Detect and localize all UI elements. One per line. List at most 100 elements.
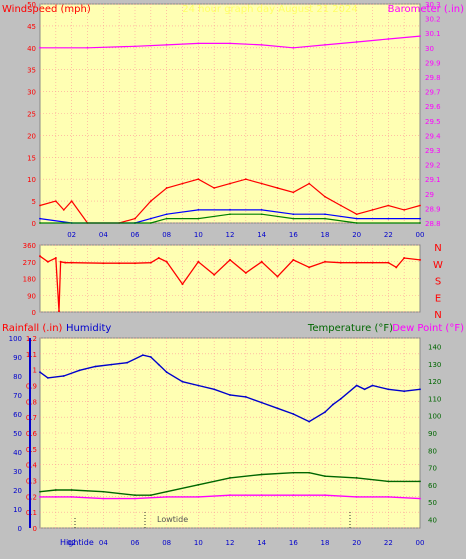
temperature-tick-label: 80 (428, 447, 437, 455)
rainfall-axis-title: Rainfall (.in) (2, 323, 63, 334)
direction-tick-label: 360 (23, 242, 36, 250)
data-point (387, 261, 390, 264)
data-point (260, 494, 263, 497)
data-point (244, 396, 247, 398)
data-point (39, 496, 41, 498)
windspeed-tick-label: 10 (27, 176, 36, 184)
rainfall-tick-label: 0.8 (26, 398, 37, 406)
data-point (308, 266, 311, 269)
compass-label: S (435, 277, 441, 288)
data-point (308, 420, 311, 423)
hour-tick-label: 18 (321, 231, 330, 239)
hour-tick-label: 06 (131, 231, 140, 239)
data-point (102, 497, 105, 500)
data-point (165, 187, 168, 189)
data-point (197, 217, 200, 220)
rainfall-tick-label: 0.4 (26, 462, 38, 470)
data-point (395, 266, 398, 269)
windspeed-tick-label: 25 (27, 111, 36, 119)
temperature-tick-label: 100 (428, 413, 441, 421)
data-point (54, 496, 57, 498)
data-point (229, 477, 231, 479)
rainfall-tick-label: 0.7 (26, 414, 37, 422)
data-point (387, 38, 390, 40)
compass-label: W (433, 260, 443, 271)
data-point (260, 401, 263, 404)
data-point (419, 258, 421, 261)
hour-tick-label: 20 (352, 231, 361, 239)
data-point (419, 388, 421, 391)
data-point (339, 397, 342, 400)
data-point (149, 217, 152, 220)
hour-tick-label: 04 (99, 539, 108, 547)
data-point (339, 261, 342, 264)
data-point (229, 182, 231, 185)
data-point (118, 262, 121, 265)
rainfall-tick-label: 0.1 (26, 509, 37, 517)
rainfall-tick-label: 0.2 (26, 493, 37, 501)
data-point (70, 489, 73, 491)
data-point (62, 208, 65, 211)
data-point (260, 43, 263, 46)
humidity-axis-title: Humidity (66, 323, 111, 334)
data-point (355, 261, 358, 264)
data-point (39, 217, 41, 220)
high-tide-label: Hightide (60, 538, 94, 547)
barometer-tick-label: 30.3 (425, 1, 441, 9)
data-point (58, 310, 60, 313)
hour-tick-label: 10 (194, 539, 203, 547)
windspeed-tick-label: 35 (27, 67, 36, 75)
temperature-tick-label: 60 (428, 482, 437, 490)
data-point (165, 213, 168, 216)
data-point (292, 217, 295, 220)
data-point (363, 388, 366, 391)
humidity-tick-label: 40 (13, 449, 22, 457)
data-point (355, 384, 358, 387)
rainfall-tick-label: 0.6 (26, 430, 38, 438)
barometer-tick-label: 29.5 (425, 118, 441, 126)
rainfall-tick-label: 1.2 (26, 335, 37, 343)
dewpoint-axis-title: Dew Point (°F) (392, 323, 464, 334)
data-point (308, 182, 311, 185)
data-point (54, 489, 57, 491)
data-point (403, 257, 406, 260)
hour-tick-label: 18 (321, 539, 330, 547)
data-point (419, 480, 421, 483)
temperature-tick-label: 90 (428, 430, 437, 438)
hour-tick-label: 00 (416, 231, 425, 239)
hour-tick-label: 10 (194, 231, 203, 239)
axis-labels: 0510152025303540455028.828.92929.129.229… (9, 1, 443, 547)
data-point (403, 208, 406, 211)
direction-tick-label: 270 (23, 259, 36, 267)
barometer-tick-label: 30 (425, 45, 434, 53)
data-point (157, 363, 160, 366)
data-point (39, 371, 41, 374)
barometer-tick-label: 29.1 (425, 176, 441, 184)
hour-tick-label: 02 (67, 539, 76, 547)
data-point (102, 490, 105, 493)
barometer-tick-label: 30.1 (425, 30, 441, 38)
humidity-tick-label: 20 (13, 487, 22, 495)
data-point (308, 471, 311, 474)
data-point (260, 213, 263, 216)
data-point (47, 377, 49, 379)
temperature-tick-label: 120 (428, 378, 441, 386)
humidity-tick-label: 10 (13, 506, 22, 514)
data-point (134, 497, 136, 500)
data-point (39, 46, 41, 49)
series-line (40, 494, 421, 500)
data-point (324, 494, 326, 497)
data-point (229, 42, 231, 45)
windspeed-tick-label: 15 (27, 154, 36, 162)
data-point (419, 204, 421, 207)
data-point (260, 473, 263, 476)
data-point (110, 363, 113, 366)
windspeed-tick-label: 5 (32, 198, 36, 206)
data-point (355, 217, 358, 220)
barometer-tick-label: 29.9 (425, 59, 441, 67)
rainfall-tick-label: 0.3 (26, 478, 37, 486)
data-point (181, 283, 184, 286)
data-point (78, 369, 81, 372)
data-point (70, 496, 73, 498)
